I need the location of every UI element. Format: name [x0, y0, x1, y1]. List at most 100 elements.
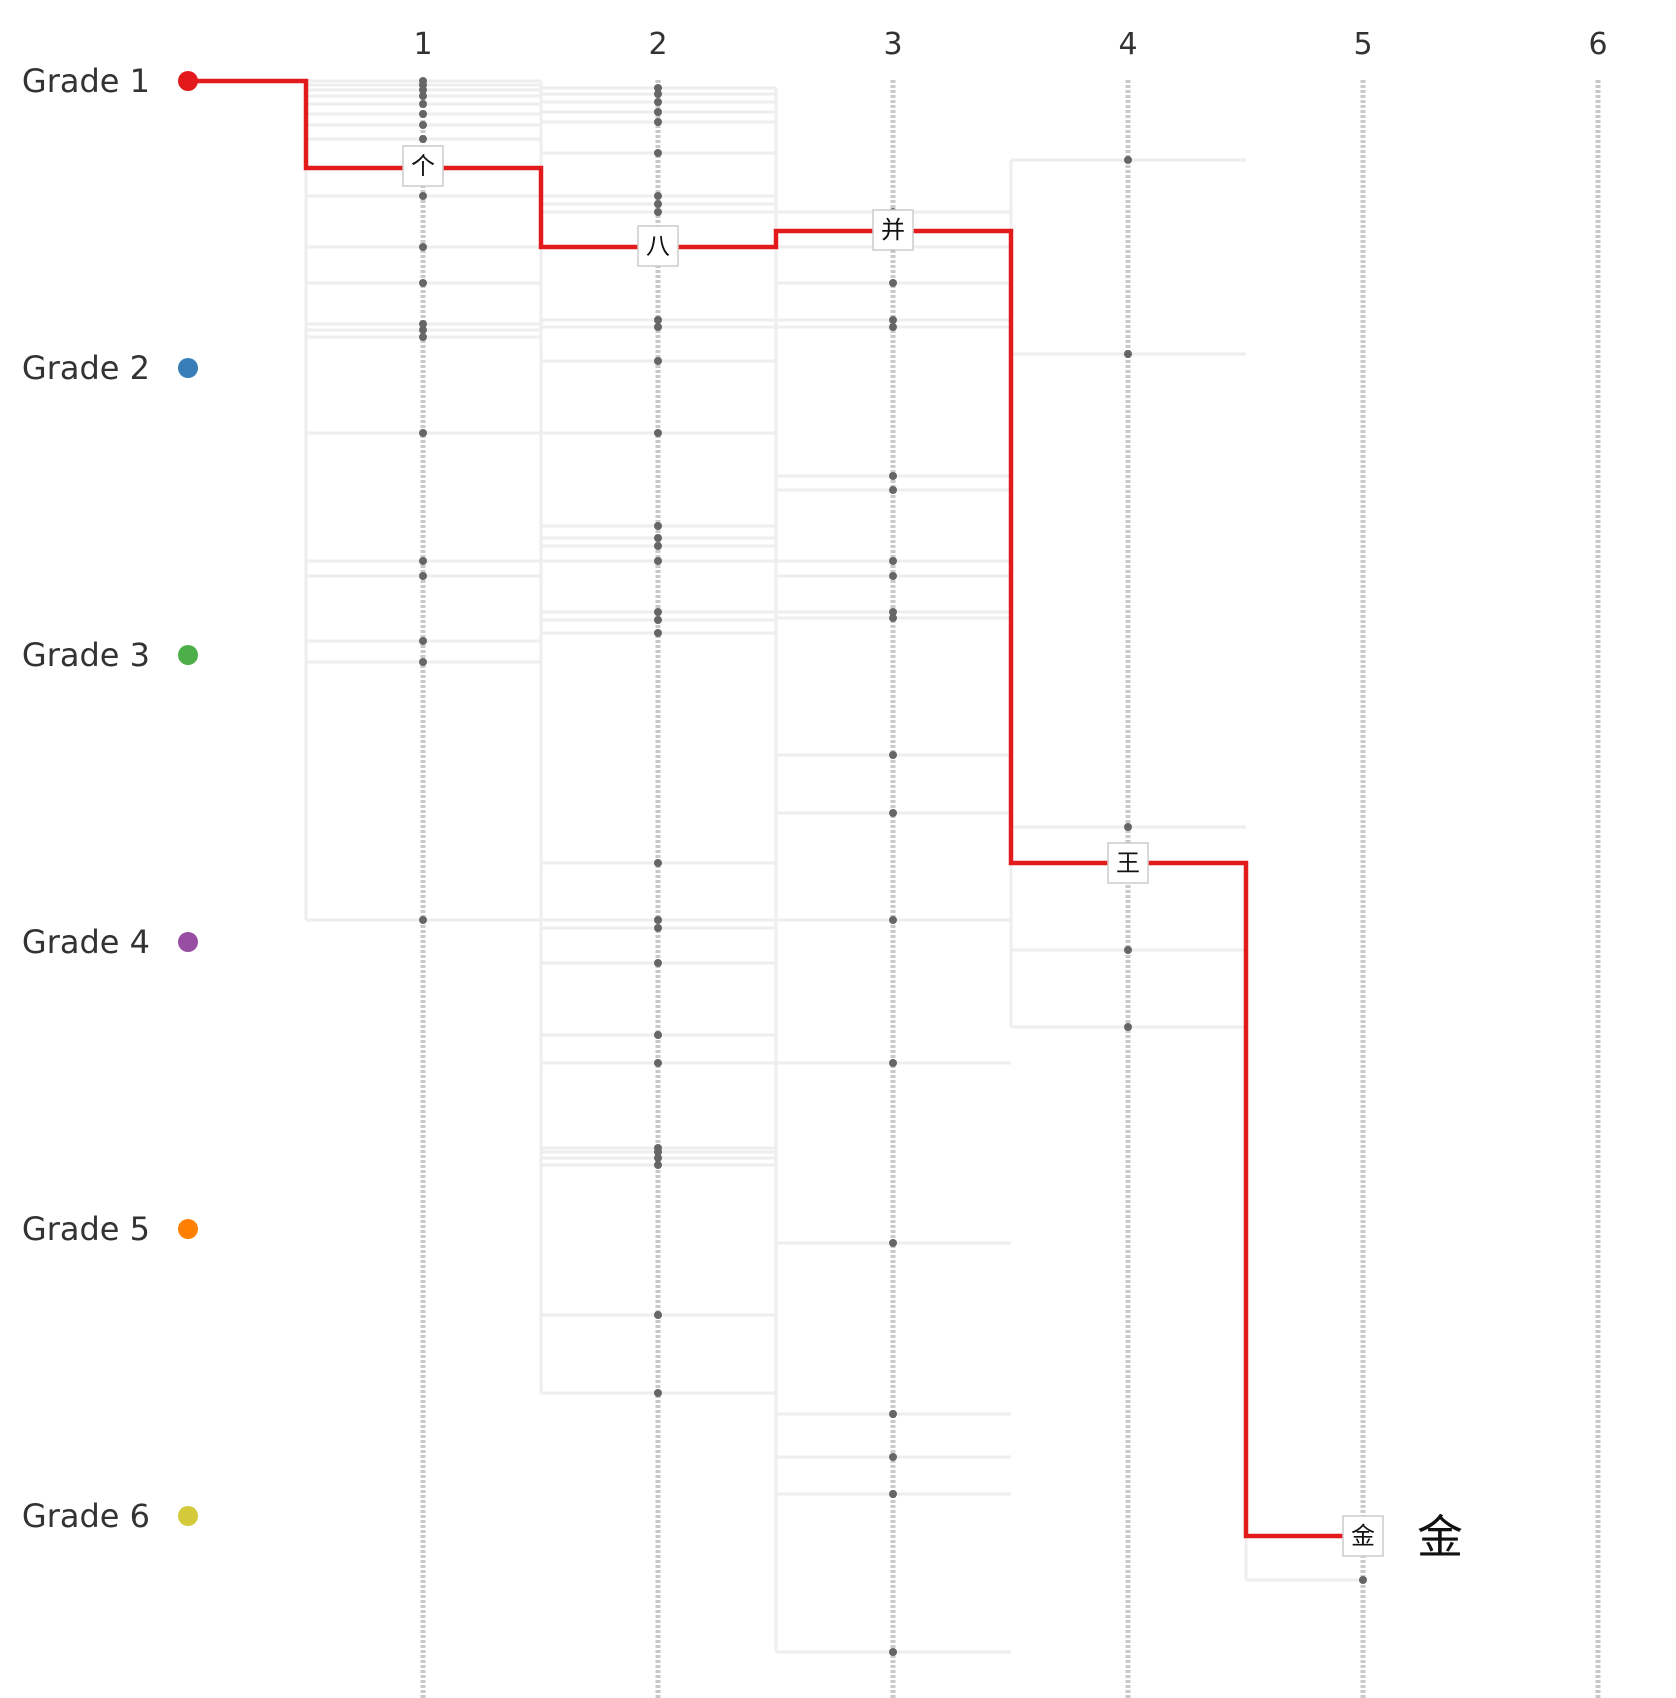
- link-dot: [419, 658, 427, 666]
- link-dot: [654, 959, 662, 967]
- link-dot: [889, 809, 897, 817]
- link-dot: [419, 192, 427, 200]
- link-dot: [419, 279, 427, 287]
- grade-dot-2: [178, 358, 198, 378]
- column-label-6: 6: [1588, 27, 1607, 62]
- link-dot: [654, 149, 662, 157]
- link-dot: [889, 1059, 897, 1067]
- column-labels: 1 2 3 4 5 6: [413, 27, 1607, 62]
- link-dot: [1124, 1023, 1132, 1031]
- path-node-1: 个: [402, 145, 444, 187]
- link-dot: [889, 751, 897, 759]
- link-dot: [654, 316, 662, 324]
- link-dot: [654, 924, 662, 932]
- link-dot: [654, 1161, 662, 1169]
- path-node-4: 王: [1107, 842, 1149, 884]
- grade-label-5: Grade 5: [22, 1210, 150, 1248]
- link-dot: [889, 608, 897, 616]
- highlighted-path: [188, 78, 1363, 1539]
- link-dot: [889, 323, 897, 331]
- link-dot: [654, 84, 662, 92]
- link-dot: [654, 429, 662, 437]
- link-dot: [889, 1648, 897, 1656]
- link-dot: [654, 629, 662, 637]
- link-dot: [654, 1031, 662, 1039]
- link-dot: [1359, 1576, 1367, 1584]
- link-dot: [889, 557, 897, 565]
- link-dot: [654, 192, 662, 200]
- link-dot: [419, 320, 427, 328]
- link-dot: [419, 429, 427, 437]
- link-dot: [889, 614, 897, 622]
- link-dot: [419, 86, 427, 94]
- path-node-5: 金: [1342, 1515, 1384, 1557]
- link-dot: [889, 316, 897, 324]
- path-node-kanji-1: 个: [411, 152, 435, 180]
- column-label-4: 4: [1118, 27, 1137, 62]
- link-dot: [419, 916, 427, 924]
- link-dot: [419, 326, 427, 334]
- link-dot: [654, 534, 662, 542]
- link-dot: [419, 557, 427, 565]
- link-dot: [1124, 350, 1132, 358]
- grade-dot-6: [178, 1506, 198, 1526]
- link-dot: [654, 357, 662, 365]
- path-node-kanji-3: 并: [881, 216, 905, 244]
- link-dot: [889, 1490, 897, 1498]
- link-dot: [654, 1148, 662, 1156]
- link-dot: [889, 916, 897, 924]
- link-dot: [654, 1311, 662, 1319]
- link-dot: [654, 616, 662, 624]
- link-dot: [889, 279, 897, 287]
- link-dot: [419, 243, 427, 251]
- link-dot: [654, 916, 662, 924]
- link-dot: [654, 522, 662, 530]
- grade-label-3: Grade 3: [22, 636, 150, 674]
- link-dot: [889, 572, 897, 580]
- link-dot: [654, 108, 662, 116]
- link-dot: [889, 472, 897, 480]
- grade-label-2: Grade 2: [22, 349, 150, 387]
- link-dot: [889, 1410, 897, 1418]
- grade-dot-3: [178, 645, 198, 665]
- link-dot: [654, 542, 662, 550]
- grade-dot-4: [178, 932, 198, 952]
- link-dot: [654, 557, 662, 565]
- grade-label-1: Grade 1: [22, 62, 150, 100]
- link-dot: [419, 637, 427, 645]
- link-dot: [419, 572, 427, 580]
- grade-dot-5: [178, 1219, 198, 1239]
- link-dot: [1124, 946, 1132, 954]
- link-dot: [654, 118, 662, 126]
- link-dot: [654, 608, 662, 616]
- column-label-2: 2: [648, 27, 667, 62]
- path-nodes: 个 八 并 王 金: [402, 145, 1384, 1557]
- column-label-3: 3: [883, 27, 902, 62]
- path-node-3: 并: [872, 209, 914, 251]
- link-dot: [654, 200, 662, 208]
- grade-label-4: Grade 4: [22, 923, 150, 961]
- link-dot: [419, 333, 427, 341]
- link-dot: [1124, 823, 1132, 831]
- link-dot: [419, 121, 427, 129]
- grade-label-6: Grade 6: [22, 1497, 150, 1535]
- link-dot: [654, 98, 662, 106]
- link-dot: [654, 1059, 662, 1067]
- column-label-5: 5: [1353, 27, 1372, 62]
- link-dot: [419, 110, 427, 118]
- link-dot: [654, 323, 662, 331]
- result-kanji: 金: [1417, 1510, 1463, 1564]
- link-dot: [889, 1239, 897, 1247]
- path-node-kanji-4: 王: [1116, 849, 1140, 877]
- link-dot: [654, 859, 662, 867]
- link-dot: [889, 486, 897, 494]
- link-dot: [654, 90, 662, 98]
- background-links: [304, 79, 1363, 1654]
- path-node-kanji-5: 金: [1351, 1522, 1375, 1550]
- link-dot: [654, 1389, 662, 1397]
- link-dot: [419, 92, 427, 100]
- column-label-1: 1: [413, 27, 432, 62]
- path-node-2: 八: [637, 225, 679, 267]
- path-node-kanji-2: 八: [646, 232, 670, 260]
